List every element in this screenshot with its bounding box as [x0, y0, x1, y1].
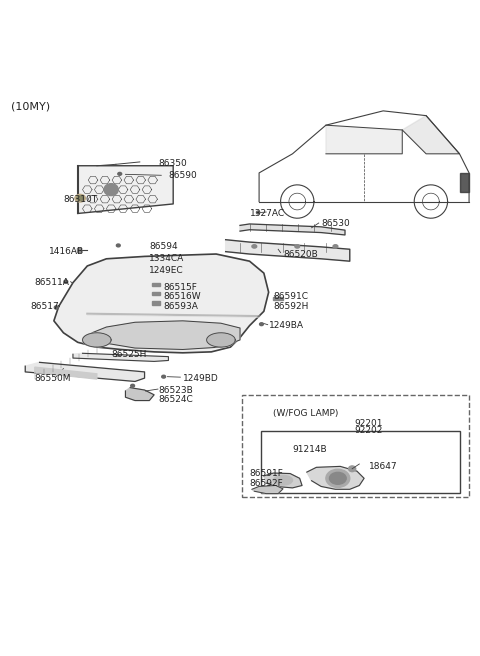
Text: 1416AB: 1416AB: [49, 247, 84, 256]
Text: (W/FOG LAMP): (W/FOG LAMP): [274, 409, 339, 418]
Text: 86593A: 86593A: [164, 302, 199, 311]
Polygon shape: [35, 367, 97, 379]
Polygon shape: [226, 239, 350, 261]
Polygon shape: [54, 254, 269, 353]
Text: 86516W: 86516W: [164, 293, 201, 302]
Text: 86525H: 86525H: [111, 350, 146, 359]
Ellipse shape: [64, 280, 68, 283]
Text: 86520B: 86520B: [283, 249, 318, 258]
Ellipse shape: [162, 375, 166, 378]
Text: 86592F: 86592F: [250, 479, 283, 487]
Ellipse shape: [75, 194, 85, 202]
Polygon shape: [207, 333, 235, 347]
Text: 86515F: 86515F: [164, 283, 197, 292]
Ellipse shape: [260, 323, 264, 325]
Polygon shape: [307, 466, 364, 489]
Polygon shape: [125, 388, 154, 401]
Text: 92202: 92202: [355, 426, 383, 435]
Text: 86590: 86590: [168, 171, 197, 180]
Text: 92201: 92201: [355, 419, 383, 428]
Text: 86310T: 86310T: [63, 195, 97, 203]
Polygon shape: [83, 333, 111, 347]
Text: 1334CA: 1334CA: [149, 255, 185, 263]
Ellipse shape: [256, 211, 260, 214]
Ellipse shape: [77, 195, 84, 201]
Text: 1249BD: 1249BD: [183, 374, 218, 382]
Text: (10MY): (10MY): [11, 101, 50, 112]
Bar: [152, 292, 160, 295]
Text: 86591F: 86591F: [250, 469, 283, 478]
Ellipse shape: [329, 472, 346, 484]
Ellipse shape: [252, 245, 257, 248]
Text: 18647: 18647: [369, 462, 397, 471]
Text: 1327AC: 1327AC: [250, 209, 285, 218]
Text: 86523B: 86523B: [159, 386, 193, 394]
Ellipse shape: [333, 245, 338, 248]
Ellipse shape: [131, 384, 134, 387]
Polygon shape: [252, 485, 283, 493]
Ellipse shape: [54, 306, 58, 309]
Ellipse shape: [348, 466, 356, 472]
Ellipse shape: [274, 476, 292, 485]
Polygon shape: [264, 473, 302, 488]
Polygon shape: [240, 224, 345, 235]
Polygon shape: [459, 173, 469, 192]
Text: 86592H: 86592H: [274, 302, 309, 311]
Text: 1249EC: 1249EC: [149, 266, 184, 276]
Ellipse shape: [295, 245, 300, 248]
Text: 86524C: 86524C: [159, 395, 193, 404]
Ellipse shape: [116, 244, 120, 247]
Text: 86517: 86517: [30, 302, 59, 311]
Bar: [242, 395, 469, 497]
Polygon shape: [92, 321, 240, 350]
Text: 86350: 86350: [159, 159, 188, 168]
Text: 86550M: 86550M: [35, 374, 72, 382]
Polygon shape: [78, 166, 173, 213]
Text: 86594: 86594: [149, 242, 178, 251]
Polygon shape: [25, 362, 144, 381]
Text: 86591C: 86591C: [274, 293, 309, 302]
Bar: [274, 297, 283, 300]
Ellipse shape: [118, 173, 121, 175]
Text: 91214B: 91214B: [292, 445, 327, 454]
Polygon shape: [402, 115, 459, 154]
Bar: [152, 283, 160, 287]
Text: 1249BA: 1249BA: [269, 321, 304, 330]
Polygon shape: [73, 354, 168, 361]
Bar: [262, 430, 459, 493]
Text: 86511A: 86511A: [35, 278, 70, 287]
Bar: [77, 249, 81, 252]
Text: 86530: 86530: [321, 218, 350, 228]
Bar: [152, 301, 160, 304]
Polygon shape: [326, 125, 402, 154]
Ellipse shape: [104, 184, 118, 195]
Ellipse shape: [326, 469, 350, 487]
